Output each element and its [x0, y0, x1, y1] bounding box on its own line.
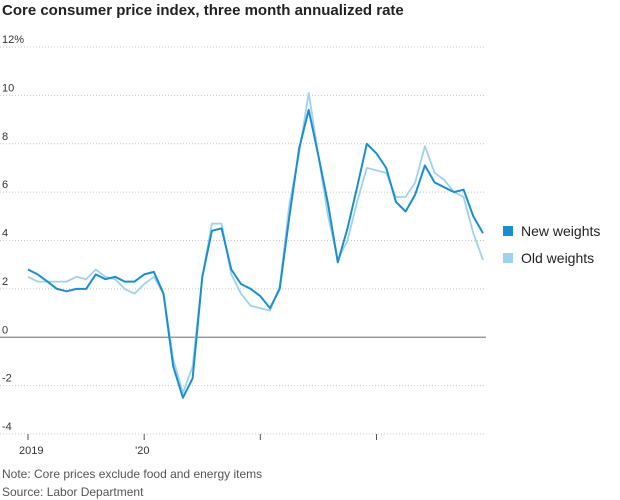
gridlines — [0, 46, 486, 435]
legend-item-new-weights: New weights — [503, 223, 600, 239]
y-tick-label: -2 — [2, 373, 12, 385]
legend-label-old-weights: Old weights — [521, 250, 595, 266]
y-tick-label: 4 — [2, 228, 8, 240]
x-tick-label: '20 — [135, 445, 149, 457]
legend-label-new-weights: New weights — [521, 223, 601, 239]
series-lines — [27, 92, 484, 399]
chart-title: Core consumer price index, three month a… — [2, 2, 404, 19]
y-tick-label: -4 — [2, 421, 12, 433]
y-tick-label: 8 — [2, 131, 8, 143]
y-tick-label: 10 — [2, 82, 14, 94]
y-axis-ticks: -4 -2 0 2 4 6 8 10 12% — [2, 34, 24, 433]
y-tick-label: 2 — [2, 276, 8, 288]
y-tick-label: 0 — [2, 324, 8, 336]
legend-swatch-old-weights — [503, 253, 513, 263]
series-line-new-weights — [27, 108, 484, 399]
x-axis: 2019 '20 — [19, 434, 378, 457]
chart-source: Source: Labor Department — [2, 485, 144, 499]
series-line-old-weights — [27, 92, 484, 394]
legend-swatch-new-weights — [503, 226, 513, 236]
y-tick-label: 6 — [2, 179, 8, 191]
legend-item-old-weights: Old weights — [503, 250, 594, 266]
chart-note: Note: Core prices exclude food and energ… — [2, 467, 263, 481]
x-tick-label: 2019 — [19, 445, 43, 457]
y-tick-label: 12% — [2, 34, 24, 46]
